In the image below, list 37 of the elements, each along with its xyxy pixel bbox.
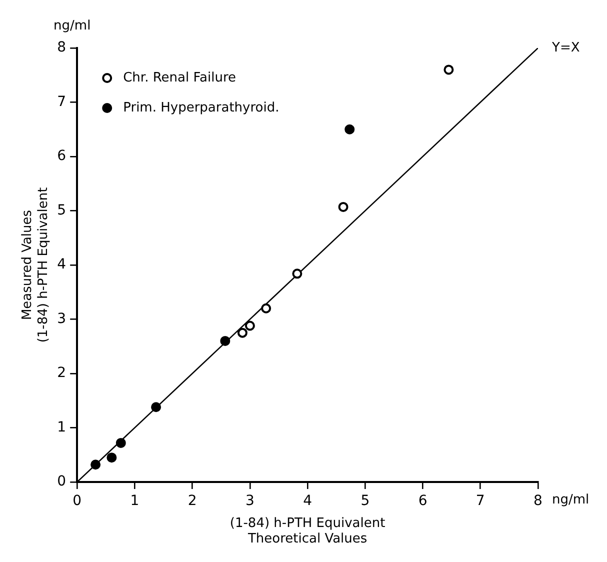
y-tick-label: 3 <box>57 310 66 327</box>
y-tick-label: 8 <box>57 40 66 56</box>
y-tick-label: 0 <box>57 474 66 490</box>
point <box>116 438 126 448</box>
x-tick-label: 2 <box>188 493 197 510</box>
point <box>244 320 255 331</box>
x-tick-label: 0 <box>72 493 82 510</box>
legend-label: Prim. Hyperparathyroid. <box>123 100 280 116</box>
y-tick-label: 2 <box>57 365 66 382</box>
point <box>261 303 272 314</box>
point <box>338 202 348 212</box>
point <box>444 64 454 75</box>
series-label: Y=X <box>551 40 580 56</box>
y-axis-title: Measured Values (1-84) h-PTH Equivalent <box>20 187 51 343</box>
point <box>237 328 248 338</box>
x-tick-label: 1 <box>130 493 140 510</box>
y-tick-label: 4 <box>57 256 66 273</box>
text: ng/ml <box>552 492 590 508</box>
point <box>151 402 162 412</box>
point <box>220 336 230 346</box>
y-tick-label: 5 <box>57 202 66 218</box>
legend-label: Chr. Renal Failure <box>123 70 236 86</box>
x-tick-label: 5 <box>360 493 370 510</box>
x-tick-label: 3 <box>245 493 254 510</box>
x-tick-label: 7 <box>476 493 485 510</box>
y-tick-label: 7 <box>57 94 66 110</box>
y-tick-label: 1 <box>57 419 66 436</box>
y-tick-label: 6 <box>57 148 66 164</box>
point <box>344 124 355 134</box>
x-tick-label: 6 <box>418 493 428 510</box>
x-tick-label: 4 <box>303 493 312 510</box>
x-axis-title: (1-84) h-PTH Equivalent Theoretical Values <box>230 516 386 547</box>
point <box>90 460 101 470</box>
point <box>106 452 117 463</box>
x-tick-label: 8 <box>534 493 542 510</box>
text: ng/ml <box>54 18 91 34</box>
point <box>292 268 302 279</box>
